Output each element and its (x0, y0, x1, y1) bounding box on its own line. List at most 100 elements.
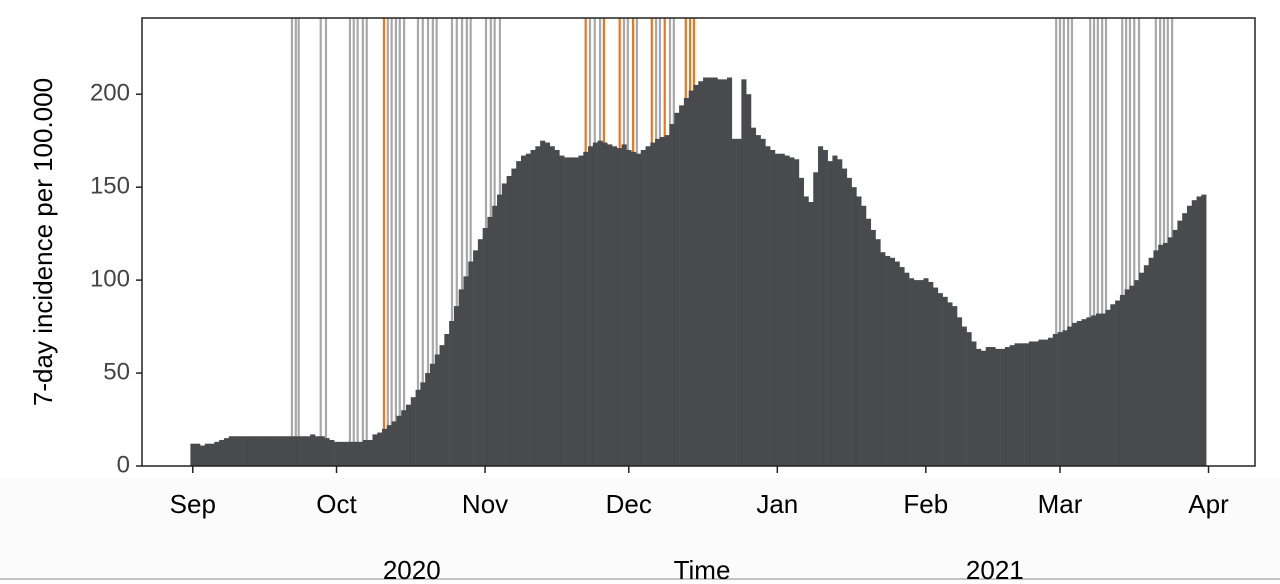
bar (372, 434, 378, 466)
bar (425, 373, 431, 466)
bar (477, 239, 483, 466)
bar (592, 142, 598, 466)
bar (995, 348, 1001, 466)
bar (1038, 339, 1044, 466)
bar (1143, 265, 1149, 466)
bar (1196, 196, 1202, 467)
bar (803, 196, 809, 467)
bar (909, 278, 915, 466)
bar (899, 267, 905, 466)
x-tick-label: Mar (1038, 489, 1083, 519)
bar (750, 127, 757, 467)
bar (956, 317, 963, 466)
bar (952, 306, 958, 466)
bar (1134, 280, 1140, 466)
bar (1105, 309, 1111, 466)
bar (1153, 250, 1159, 466)
bar (1124, 289, 1130, 466)
bar (985, 347, 991, 466)
bar (549, 146, 555, 466)
bar (1081, 319, 1087, 466)
bar (238, 436, 244, 466)
bar (837, 159, 843, 466)
bar (190, 443, 196, 466)
bar (798, 177, 804, 466)
bar (386, 425, 392, 466)
bar (889, 257, 896, 466)
bar (712, 77, 718, 466)
bar (933, 287, 939, 466)
bar (439, 345, 445, 466)
bar (492, 205, 498, 466)
bar (774, 153, 781, 467)
bar (966, 332, 972, 466)
bar (525, 153, 531, 467)
bar (228, 436, 234, 466)
bar (295, 436, 301, 466)
bar (573, 157, 579, 467)
bar (257, 436, 263, 466)
x-tick-label: Oct (316, 489, 357, 519)
bar (616, 148, 622, 466)
bar (688, 90, 694, 466)
bar (875, 239, 881, 466)
bar (645, 146, 651, 466)
bar (214, 441, 220, 466)
bar (851, 187, 857, 467)
bar (1014, 343, 1020, 466)
bar (1186, 205, 1193, 466)
bar (583, 151, 589, 466)
bar (865, 218, 872, 466)
x-tick-label: Nov (462, 489, 508, 519)
bar (746, 94, 752, 467)
bar (367, 439, 373, 466)
bar (482, 228, 488, 466)
bar (195, 443, 201, 466)
bar (473, 250, 479, 466)
bar (281, 436, 287, 466)
bar (1000, 348, 1006, 466)
bar (760, 138, 766, 466)
x-tick-label: Feb (903, 489, 948, 519)
bar (1009, 345, 1015, 466)
bar (683, 97, 689, 467)
bar (813, 172, 819, 466)
bar (516, 161, 522, 466)
bar (1129, 285, 1135, 466)
bar (770, 149, 776, 466)
bar (971, 341, 977, 466)
bar (607, 144, 613, 467)
bar (961, 326, 967, 466)
bar (1148, 257, 1154, 466)
bar (1057, 332, 1063, 466)
bar (1033, 341, 1039, 466)
bar (204, 443, 210, 466)
y-tick-label: 0 (117, 451, 130, 478)
bar (846, 177, 852, 466)
bar (434, 354, 440, 466)
bar (300, 436, 306, 466)
bar (334, 441, 340, 466)
bar (588, 146, 594, 466)
bar (664, 135, 670, 466)
bar (1191, 200, 1197, 467)
bar (291, 436, 297, 466)
bar (377, 432, 383, 466)
bar (693, 84, 699, 466)
y-tick-label: 50 (103, 358, 130, 385)
bar (635, 153, 642, 467)
bar (640, 149, 646, 466)
bar (223, 438, 230, 466)
bar (626, 149, 632, 466)
y-tick-label: 200 (90, 80, 130, 107)
bar (1028, 341, 1034, 466)
bar (319, 436, 325, 466)
bar (511, 168, 517, 466)
bar (784, 155, 790, 466)
bar (578, 155, 584, 466)
bar (794, 159, 800, 466)
bar (362, 439, 368, 466)
bar (976, 348, 982, 466)
bar (597, 140, 603, 467)
